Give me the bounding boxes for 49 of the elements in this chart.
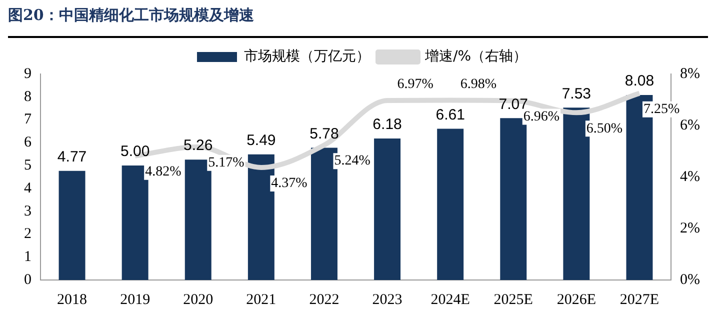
x-tick-label: 2021 (246, 292, 276, 308)
x-tick-label: 2023 (372, 292, 402, 308)
y2-tick-label: 6% (680, 117, 700, 134)
y-tick-label: 1 (24, 249, 32, 266)
x-tick-label: 2026E (556, 292, 596, 308)
y2-tick-label: 2% (680, 220, 700, 236)
data-label: 4.82% (145, 164, 182, 180)
x-tick-label: 2018 (57, 292, 88, 308)
data-label: 7.53 (562, 85, 592, 102)
data-label: 6.98% (460, 76, 497, 92)
legend-label: 增速/%（右轴） (424, 48, 528, 65)
data-label: 7.25% (643, 102, 680, 117)
y-tick-label: 7 (24, 112, 32, 128)
x-tick-label: 2024E (430, 292, 470, 308)
x-tick-label: 2025E (494, 292, 533, 308)
data-label: 4.77 (57, 148, 87, 166)
data-label: 5.17% (208, 156, 245, 171)
data-label: 6.50% (586, 121, 623, 136)
data-label: 8.08 (624, 72, 654, 90)
x-tick-label: 2019 (120, 292, 150, 308)
data-label: 5.00 (120, 143, 150, 160)
data-label: 5.26 (184, 137, 213, 154)
bar (374, 138, 401, 280)
y-tick-label: 0 (24, 272, 32, 288)
bar (58, 170, 86, 280)
y-tick-label: 3 (24, 203, 32, 220)
y-tick-label: 5 (24, 157, 32, 174)
y2-tick-label: 4% (680, 168, 700, 185)
x-tick-label: 2027E (620, 292, 660, 308)
y-tick-label: 2 (24, 226, 32, 242)
data-label: 6.61 (436, 106, 465, 124)
bar (437, 128, 464, 280)
y-tick-label: 8 (24, 88, 32, 105)
data-label: 5.78 (310, 125, 339, 142)
y2-tick-label: 0% (680, 272, 700, 288)
data-label: 6.18 (372, 116, 402, 134)
data-label: 5.24% (334, 154, 371, 169)
y-tick-label: 6 (24, 134, 32, 151)
chart-title: 图20：中国精细化工市场规模及增速 (8, 6, 254, 25)
data-label: 5.49 (246, 132, 276, 149)
legend-label: 市场规模（万亿元） (244, 48, 370, 65)
data-label: 4.37% (271, 176, 308, 192)
y-tick-label: 9 (24, 66, 32, 82)
data-label: 6.96% (523, 109, 560, 124)
x-tick-label: 2022 (309, 292, 340, 308)
y2-tick-label: 8% (680, 66, 700, 82)
y-tick-label: 4 (24, 180, 32, 196)
data-label: 6.97% (397, 77, 434, 92)
x-tick-label: 2020 (183, 292, 214, 308)
